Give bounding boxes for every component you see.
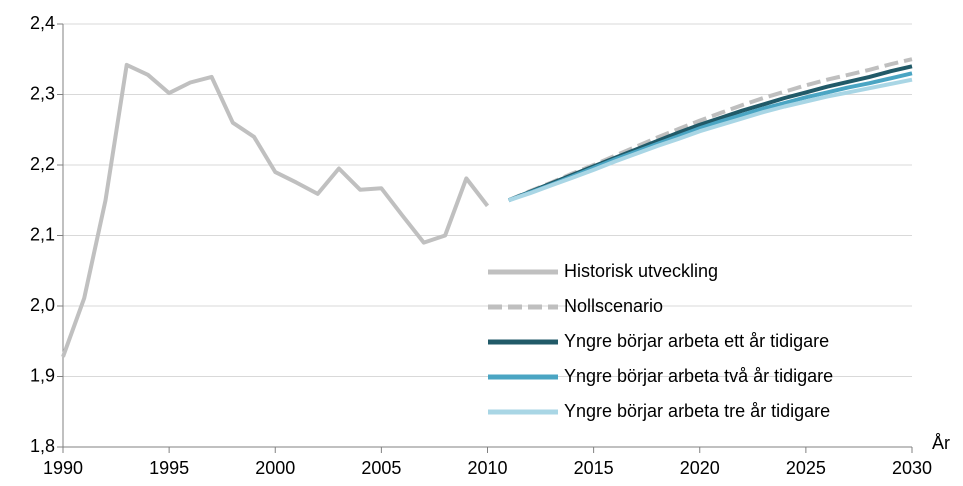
- y-tick-label: 2,3: [30, 83, 55, 103]
- y-tick-label: 2,0: [30, 295, 55, 315]
- x-tick-label: 1990: [43, 458, 83, 478]
- legend-label: Historisk utveckling: [564, 261, 718, 281]
- x-tick-label: 2030: [892, 458, 932, 478]
- series-line: [61, 62, 490, 358]
- y-tick-label: 2,1: [30, 224, 55, 244]
- legend-label: Yngre börjar arbeta tre år tidigare: [564, 401, 830, 421]
- x-tick-label: 1995: [149, 458, 189, 478]
- legend-label: Yngre börjar arbeta ett år tidigare: [564, 331, 829, 351]
- x-tick-label: 2020: [680, 458, 720, 478]
- x-tick-label: 2015: [574, 458, 614, 478]
- legend-label: Nollscenario: [564, 296, 663, 316]
- x-tick-label: 2005: [361, 458, 401, 478]
- x-axis-label: År: [932, 433, 950, 453]
- x-tick-label: 2000: [255, 458, 295, 478]
- y-tick-label: 2,4: [30, 13, 55, 33]
- x-tick-label: 2025: [786, 458, 826, 478]
- y-tick-label: 1,9: [30, 365, 55, 385]
- x-tick-label: 2010: [467, 458, 507, 478]
- legend-label: Yngre börjar arbeta två år tidigare: [564, 366, 833, 386]
- y-tick-label: 2,2: [30, 154, 55, 174]
- series-line: [508, 77, 913, 203]
- y-tick-label: 1,8: [30, 436, 55, 456]
